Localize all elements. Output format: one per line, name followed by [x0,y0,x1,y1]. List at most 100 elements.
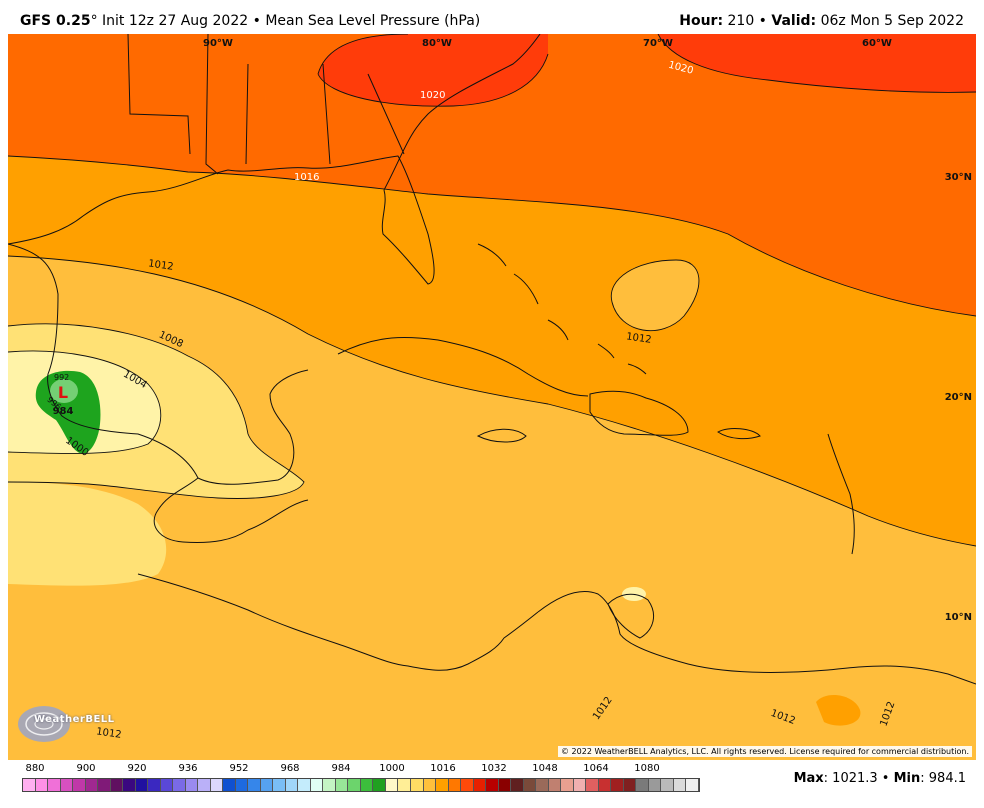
colorbar-cell [410,779,424,791]
colorbar-cell [498,779,512,791]
init-time: Init 12z 27 Aug 2022 [97,13,249,29]
colorbar-cell [385,779,399,791]
colorbar-cell [160,779,174,791]
lat-label-20n: 20°N [945,392,972,403]
pressure-zone-yellow-pacific [8,482,167,586]
contour-label-1012-gulf: 1012 [147,258,174,272]
isobars [8,34,976,547]
colorbar-label: 1048 [532,763,558,774]
colorbar-cell [360,779,374,791]
field-name: Mean Sea Level Pressure (hPa) [265,13,481,29]
colorbar-cell [686,779,699,791]
colorbar-cell [561,779,574,791]
colorbar-cell [60,779,74,791]
colorbar-cell [473,779,487,791]
lat-label-30n: 30°N [945,172,972,183]
colorbar-cell [198,779,211,791]
colorbar-label: 952 [229,763,249,774]
colorbar-cell [448,779,462,791]
colorbar-cell [511,779,524,791]
colorbar-cell [486,779,499,791]
logo-text: WeatherBELL [34,714,115,725]
weatherbell-logo: WeatherBELL [14,702,114,746]
colorbar-cell [536,779,549,791]
colorbar-cell [548,779,562,791]
colorbar-cell [436,779,449,791]
colorbar-cell [661,779,674,791]
colorbar-label: 1080 [634,763,660,774]
colorbar-cell [598,779,612,791]
separator: • [877,771,894,786]
colorbar-labels: 880 900 920 936 952 968 984 1000 1016 1032 1048 106… [22,763,702,777]
pressure-zone-high-west [318,34,548,107]
colorbar-cell [135,779,149,791]
colorbar-cell [173,779,186,791]
colorbar-cell [235,779,249,791]
pressure-map[interactable]: 90°W 80°W 70°W 60°W 30°N 20°N 10°N 1020 … [8,34,976,760]
colorbar-cell [98,779,111,791]
pressure-zone-atlantic-island [611,260,699,331]
max-min-readout: Max: 1021.3 • Min: 984.1 [794,771,966,786]
copyright-notice: © 2022 WeatherBELL Analytics, LLC. All r… [558,746,972,757]
colorbar-strip [22,778,700,792]
lon-label-90w: 90°W [203,38,233,49]
logo-swirl-icon [18,706,70,742]
colorbar-label: 900 [76,763,96,774]
colorbar-cell [23,779,36,791]
colorbar-cell [323,779,336,791]
colorbar-cell [423,779,437,791]
header-valid: Hour: 210 • Valid: 06z Mon 5 Sep 2022 [679,13,964,29]
colorbar-label: 1016 [430,763,456,774]
model-name: GFS 0.25 [20,13,91,29]
colorbar-cell [110,779,124,791]
colorbar-cell [210,779,224,791]
lon-label-70w: 70°W [643,38,673,49]
colorbar-cell [673,779,687,791]
colorbar-cell [398,779,411,791]
pressure-zone-orange-pocket [816,695,861,726]
contour-label-992: 992 [54,373,69,382]
colorbar-cell [636,779,649,791]
max-label: Max [793,771,824,786]
colorbar-cell [223,779,236,791]
separator: • [248,13,266,29]
colorbar-cell [611,779,624,791]
colorbar-cell [573,779,587,791]
hour-label: Hour: [679,13,724,29]
low-center-symbol: L [58,383,68,402]
colorbar-cell [260,779,274,791]
low-pressure-eye [50,379,78,403]
pressure-zone-orange-red [8,34,976,316]
colorbar-cell [185,779,199,791]
colorbar-cell [310,779,324,791]
low-center-value: 984 [53,406,74,417]
colorbar-label: 1064 [583,763,609,774]
contour-label-1016: 1016 [294,172,319,183]
colorbar-label: 984 [331,763,351,774]
colorbar-label: 880 [25,763,45,774]
lon-label-60w: 60°W [862,38,892,49]
lat-label-10n: 10°N [945,612,972,623]
valid-value: 06z Mon 5 Sep 2022 [816,13,964,29]
colorbar-cell [123,779,136,791]
colorbar-cell [35,779,49,791]
colorbar-cell [348,779,361,791]
colorbar-cell [273,779,286,791]
colorbar-cell [373,779,386,791]
colorbar-cell [298,779,311,791]
colorbar-label: 936 [178,763,198,774]
colorbar-label: 1000 [379,763,405,774]
colorbar-cell [648,779,662,791]
header-title: GFS 0.25° Init 12z 27 Aug 2022 • Mean Se… [20,13,480,29]
pressure-zone-high-east [658,34,976,93]
hour-value: 210 [723,13,755,29]
colorbar-cell [148,779,161,791]
colorbar-cell [335,779,349,791]
valid-label: Valid: [771,13,817,29]
contour-label-1020-west: 1020 [420,90,445,101]
degree-sign: ° [90,13,98,29]
colorbar-cell [85,779,99,791]
min-label: Min [893,771,921,786]
min-value: : 984.1 [920,771,966,786]
colorbar-cell [523,779,537,791]
